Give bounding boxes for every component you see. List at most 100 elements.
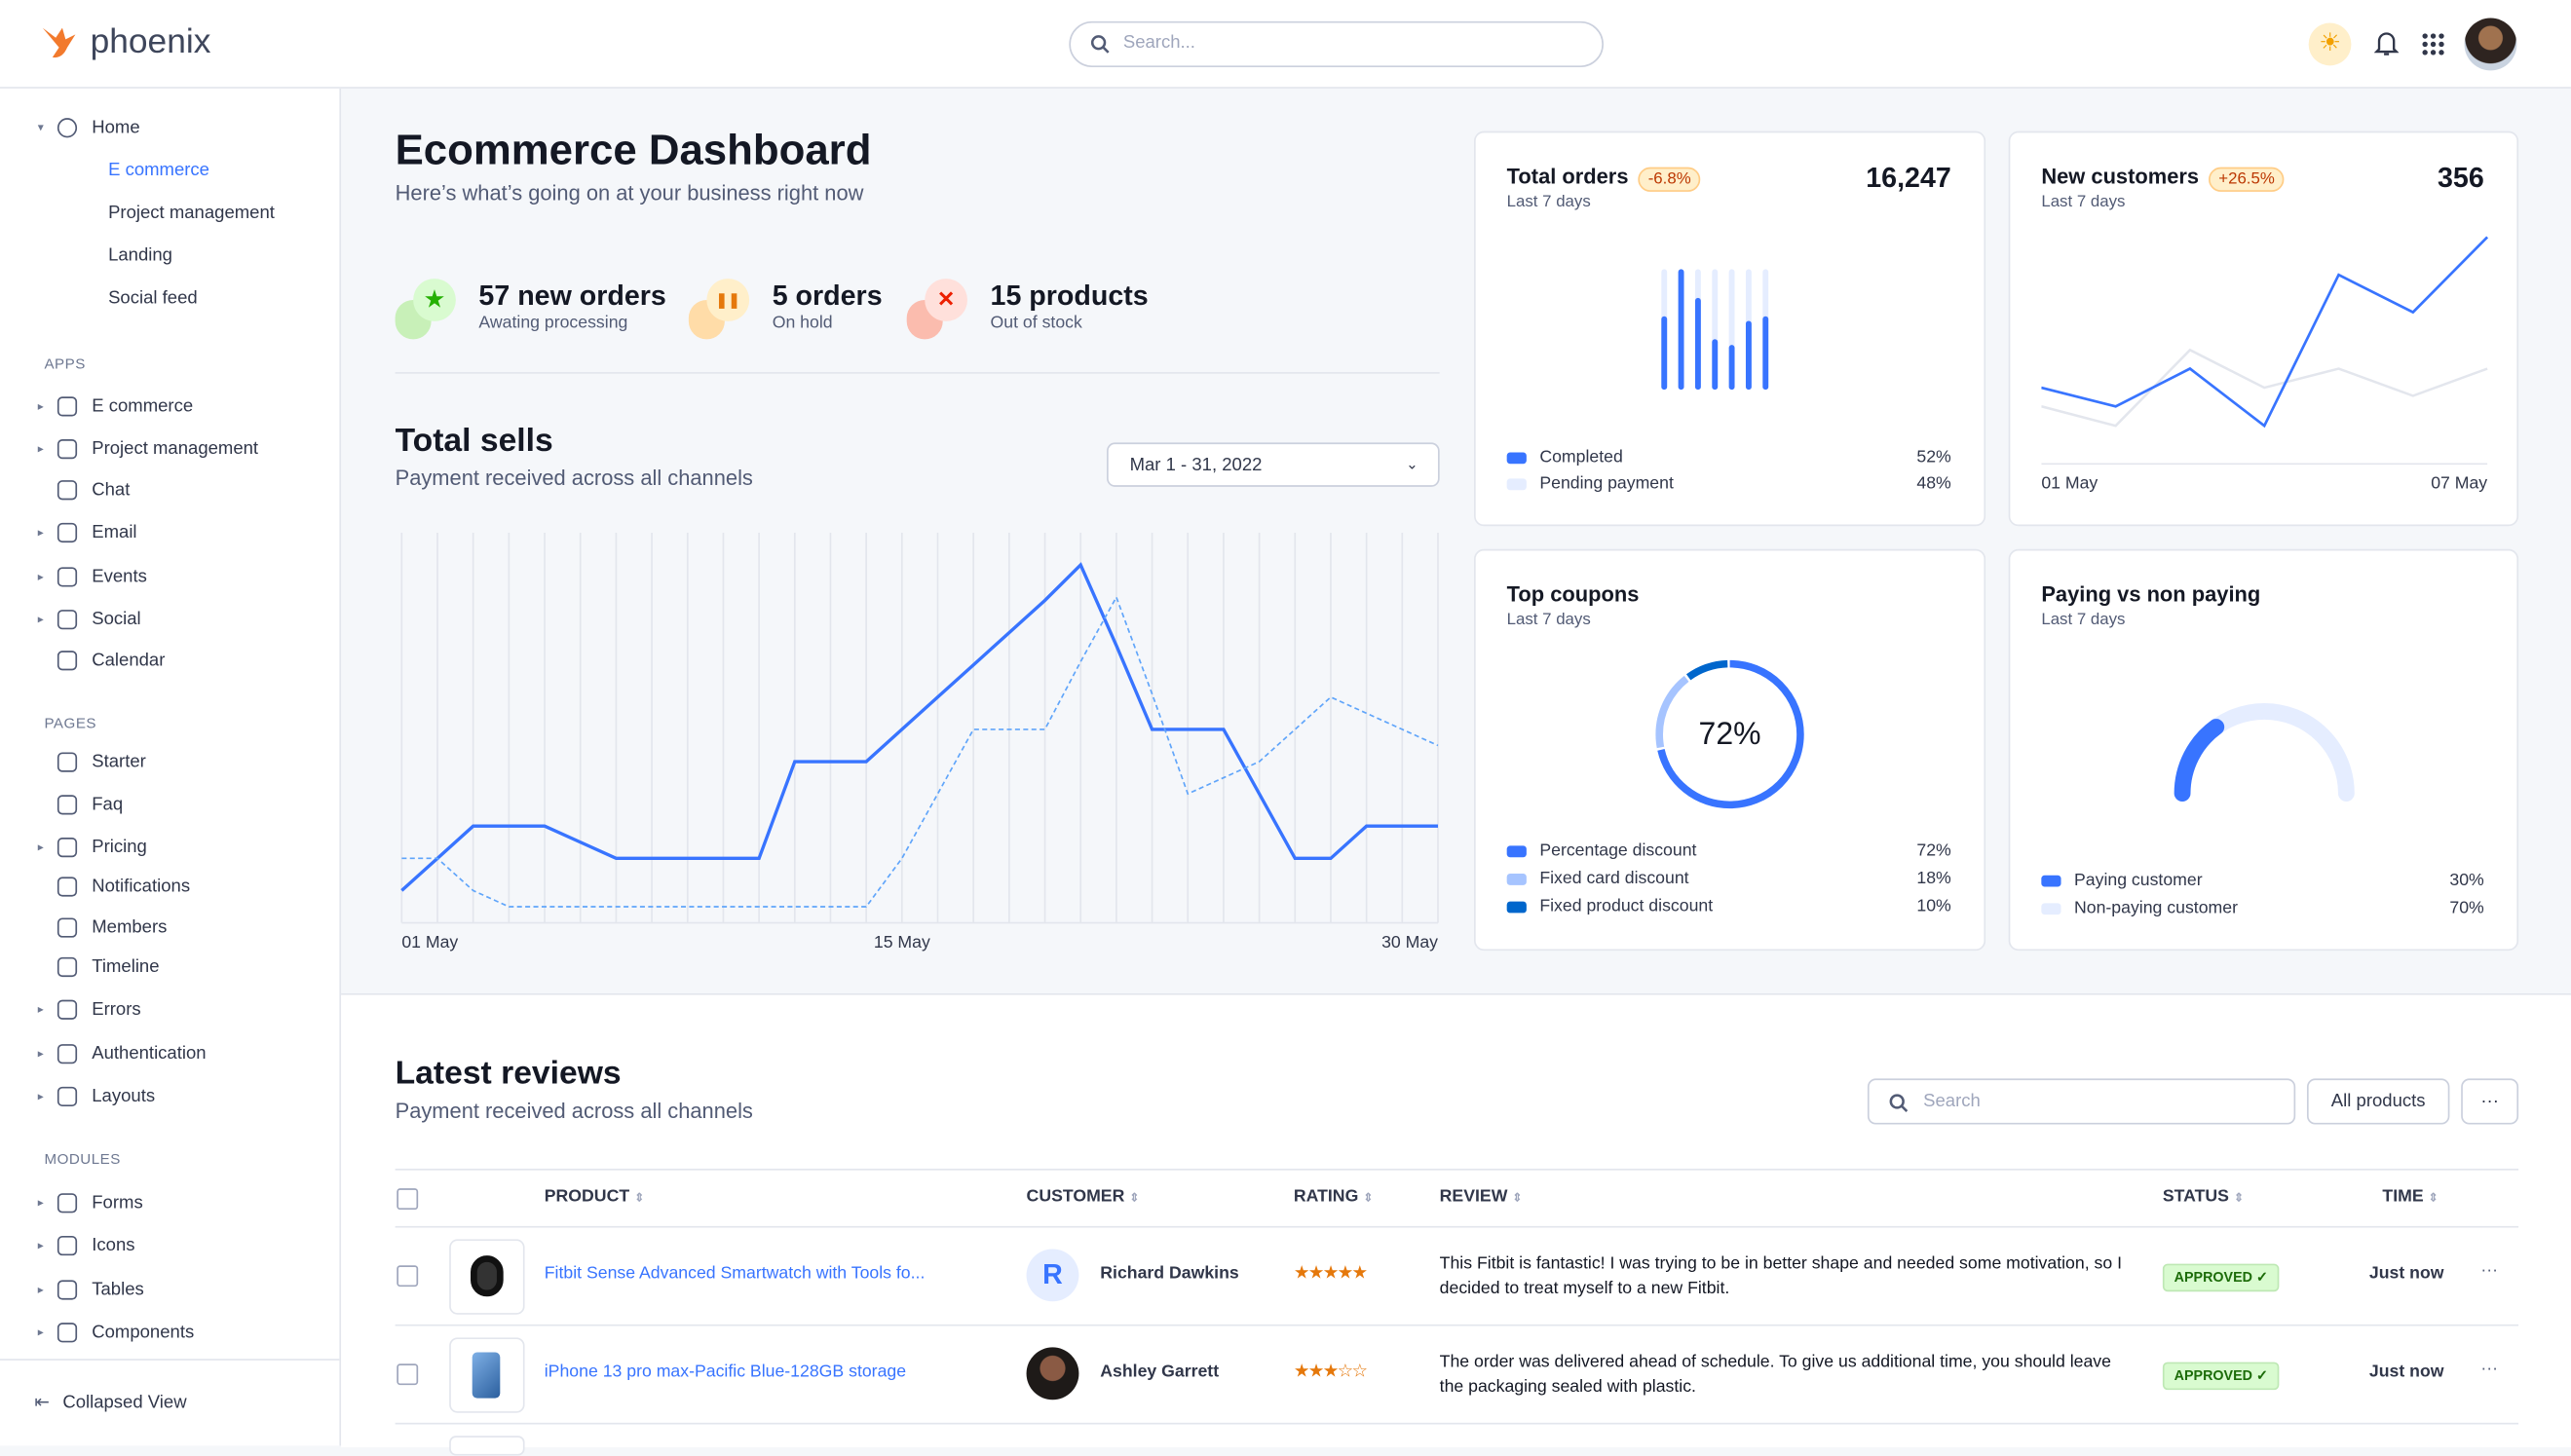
column-header-customer[interactable]: CUSTOMER ⇕ [1027, 1186, 1140, 1206]
bell-icon [57, 877, 78, 897]
sidebar-item-label: Pricing [92, 838, 147, 858]
date-range-value: Mar 1 - 31, 2022 [1129, 455, 1263, 475]
phoenix-logo-icon[interactable] [39, 24, 78, 60]
sidebar-item-label: Components [92, 1323, 195, 1343]
column-header-product[interactable]: PRODUCT ⇕ [545, 1186, 644, 1206]
global-search-input[interactable]: Search... [1069, 20, 1604, 68]
top-bar: phoenix Search... ☀ [0, 0, 2571, 89]
more-options-button[interactable]: ··· [2461, 1078, 2519, 1125]
card-subtitle: Last 7 days [2041, 193, 2126, 212]
row-actions-button[interactable]: ··· [2480, 1260, 2499, 1281]
column-header-status[interactable]: STATUS ⇕ [2163, 1186, 2244, 1206]
smartwatch-product-image[interactable] [449, 1239, 525, 1315]
sidebar-subitem[interactable]: E commerce [108, 160, 210, 181]
sidebar-subitem[interactable]: Landing [108, 245, 172, 266]
row-checkbox[interactable] [397, 1265, 419, 1288]
new-customers-value: 356 [2437, 162, 2484, 194]
app-name[interactable]: phoenix [90, 22, 211, 61]
sidebar-item-label: Faq [92, 795, 124, 815]
sidebar-subitem[interactable]: Social feed [108, 288, 198, 309]
caret-icon: ▸ [37, 1049, 44, 1061]
sidebar-item-table[interactable]: ▸ Tables [38, 1280, 144, 1300]
sidebar-item-mail[interactable]: ▸ Email [38, 522, 137, 543]
row-checkbox[interactable] [397, 1363, 419, 1386]
current-period-line [2041, 236, 2489, 429]
column-label: PRODUCT [544, 1186, 630, 1207]
column-header-rating[interactable]: RATING ⇕ [1294, 1186, 1373, 1206]
users-icon [57, 917, 78, 938]
clock-icon [57, 956, 78, 978]
select-all-checkbox[interactable] [397, 1188, 419, 1211]
rating-stars: ★★★☆☆ [1293, 1362, 1368, 1382]
x-tick-label: 01 May [401, 932, 458, 952]
caret-down-icon: ▾ [37, 123, 44, 135]
total-sells-chart: 01 May 15 May 30 May [400, 532, 1439, 952]
row-actions-button[interactable]: ··· [2480, 1359, 2499, 1379]
clipboard-icon [57, 439, 78, 460]
sidebar-item-compass[interactable]: Starter [57, 752, 146, 772]
column-header-time[interactable]: TIME ⇕ [2382, 1186, 2438, 1206]
all-products-button[interactable]: All products [2306, 1078, 2450, 1125]
legend-label: Non-paying customer [2073, 898, 2238, 918]
sidebar-item-label: Events [92, 567, 147, 587]
legend-swatch [1506, 900, 1527, 913]
sidebar-item-calendar[interactable]: Calendar [57, 651, 165, 671]
user-avatar[interactable] [2464, 18, 2517, 71]
sidebar-item-tag[interactable]: ▸ Pricing [38, 838, 147, 858]
theme-toggle-sun-icon[interactable]: ☀ [2308, 22, 2352, 66]
customer-name[interactable]: Richard Dawkins [1100, 1263, 1239, 1284]
sidebar-item-clipboard[interactable]: ▸ Project management [38, 439, 258, 460]
donut-center-label: 72% [1698, 718, 1761, 753]
iphone-product-image[interactable] [449, 1337, 525, 1413]
customer-avatar: R [1026, 1249, 1079, 1302]
sidebar-item-users[interactable]: Members [57, 917, 167, 938]
sidebar-item-cart[interactable]: ▸ E commerce [38, 396, 194, 417]
x-tick-label: 30 May [1381, 932, 1438, 952]
caret-icon: ▸ [37, 401, 44, 414]
caret-icon: ▸ [37, 842, 44, 854]
sidebar-subitem[interactable]: Project management [108, 203, 275, 223]
sidebar-item-label: E commerce [92, 396, 194, 417]
column-label: REVIEW [1439, 1186, 1508, 1207]
customer-name[interactable]: Ashley Garrett [1100, 1362, 1220, 1382]
sidebar-item-file[interactable]: ▸ Forms [38, 1193, 143, 1213]
caret-icon: ▸ [37, 1004, 44, 1017]
sidebar-item-clock[interactable]: Timeline [57, 956, 160, 978]
bell-icon[interactable] [2373, 29, 2400, 57]
x-tick-label: 01 May [2041, 473, 2098, 493]
previous-period-line [2041, 348, 2488, 428]
page-title: Ecommerce Dashboard [395, 124, 872, 174]
sidebar-item-alert[interactable]: ▸ Errors [38, 999, 141, 1020]
product-link[interactable]: Fitbit Sense Advanced Smartwatch with To… [544, 1263, 926, 1284]
sidebar-item-help[interactable]: Faq [57, 795, 124, 815]
sidebar-item-bookmark[interactable]: ▸ Events [38, 567, 147, 587]
reviews-search-input[interactable]: Search [1867, 1078, 2296, 1125]
sidebar-item-share[interactable]: ▸ Social [38, 610, 141, 630]
sidebar-item-label: Social [92, 610, 141, 630]
caret-icon: ▸ [37, 527, 44, 540]
calendar-icon [57, 651, 78, 671]
sidebar-item-package[interactable]: ▸ Components [38, 1323, 195, 1343]
caret-icon: ▸ [37, 572, 44, 584]
collapsed-view-button[interactable]: ⇤ Collapsed View [34, 1392, 186, 1413]
status-badge: APPROVED ✓ [2162, 1263, 2280, 1292]
sidebar-item-bell[interactable]: Notifications [57, 877, 190, 897]
sidebar-item-lock[interactable]: ▸ Authentication [38, 1044, 207, 1064]
paying-card: Paying vs non paying Last 7 days Paying … [2008, 548, 2519, 952]
x-icon: ✕ [925, 279, 967, 321]
sidebar-item-layout[interactable]: ▸ Layouts [38, 1086, 155, 1107]
caret-icon: ▸ [37, 1327, 44, 1340]
section-label-modules: MODULES [44, 1150, 121, 1168]
date-range-select[interactable]: Mar 1 - 31, 2022 ⌄ [1107, 442, 1440, 487]
sidebar-item-home[interactable]: ▾ Home [38, 118, 140, 138]
sidebar-item-chat[interactable]: Chat [57, 480, 130, 501]
change-badge: +26.5% [2209, 167, 2285, 192]
card-subtitle: Last 7 days [2041, 611, 2126, 630]
sidebar-item-grid[interactable]: ▸ Icons [38, 1235, 135, 1256]
column-header-review[interactable]: REVIEW ⇕ [1440, 1186, 1523, 1206]
column-label: RATING [1293, 1186, 1359, 1207]
apps-grid-icon[interactable] [2422, 33, 2445, 56]
collapse-icon: ⇤ [34, 1393, 50, 1413]
product-link[interactable]: iPhone 13 pro max-Pacific Blue-128GB sto… [544, 1362, 907, 1382]
donut-slice [1655, 659, 1804, 809]
